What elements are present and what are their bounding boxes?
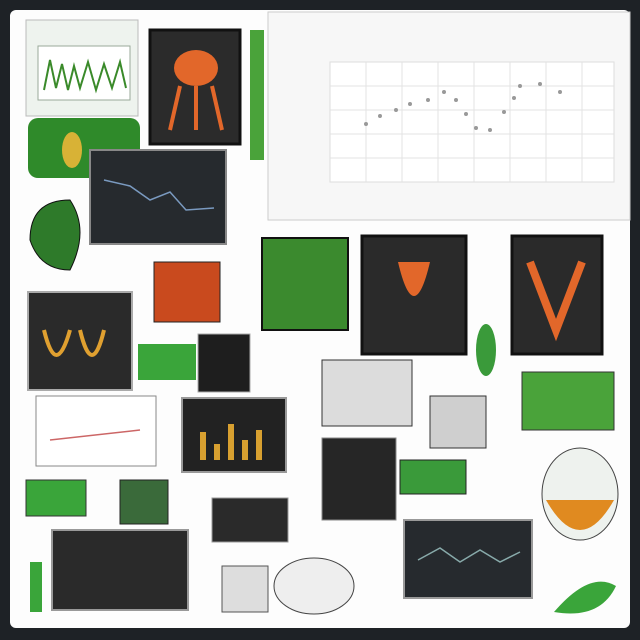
green-image [521,371,615,431]
leaf [29,199,81,271]
green-image [399,459,467,495]
line [417,547,521,563]
chart-card [25,19,139,117]
dark-image [197,333,251,393]
green-strip [30,562,42,612]
petals [168,85,224,131]
screen [89,149,227,245]
scatter-decoration [364,82,562,132]
vine-image [261,237,349,331]
line [49,429,141,441]
green-image [25,479,87,517]
bar-screen [181,397,287,473]
dark-image [211,497,289,543]
bars [200,424,262,460]
sketch-image [273,557,355,615]
main-chart [267,11,631,221]
white-chart [35,395,157,467]
pepper [398,262,430,296]
bowl [541,447,619,541]
sketch-image [221,565,269,613]
sketch-image [429,395,487,449]
red-image [153,261,221,323]
flower-frame [148,28,242,146]
pepper-frame [510,234,604,356]
green-image [138,344,196,380]
plot-area [329,61,615,183]
dark-panel [27,291,133,391]
flower [174,50,218,86]
pepper [476,324,496,376]
shapes [42,329,106,357]
green-strip [250,30,264,160]
screen-line [103,179,215,211]
pepper-frame [360,234,468,356]
liquid [546,500,614,530]
sketch-image [321,359,413,427]
card-line [43,58,127,94]
pepper [62,132,82,168]
frame [35,395,157,467]
green-image [119,479,169,525]
grid [330,62,614,182]
frame [27,291,133,391]
line-screen [403,519,533,599]
pepper [526,260,586,342]
dark-image [321,437,397,521]
leaf [554,581,616,614]
dark-image [51,529,189,611]
frame [403,519,533,599]
